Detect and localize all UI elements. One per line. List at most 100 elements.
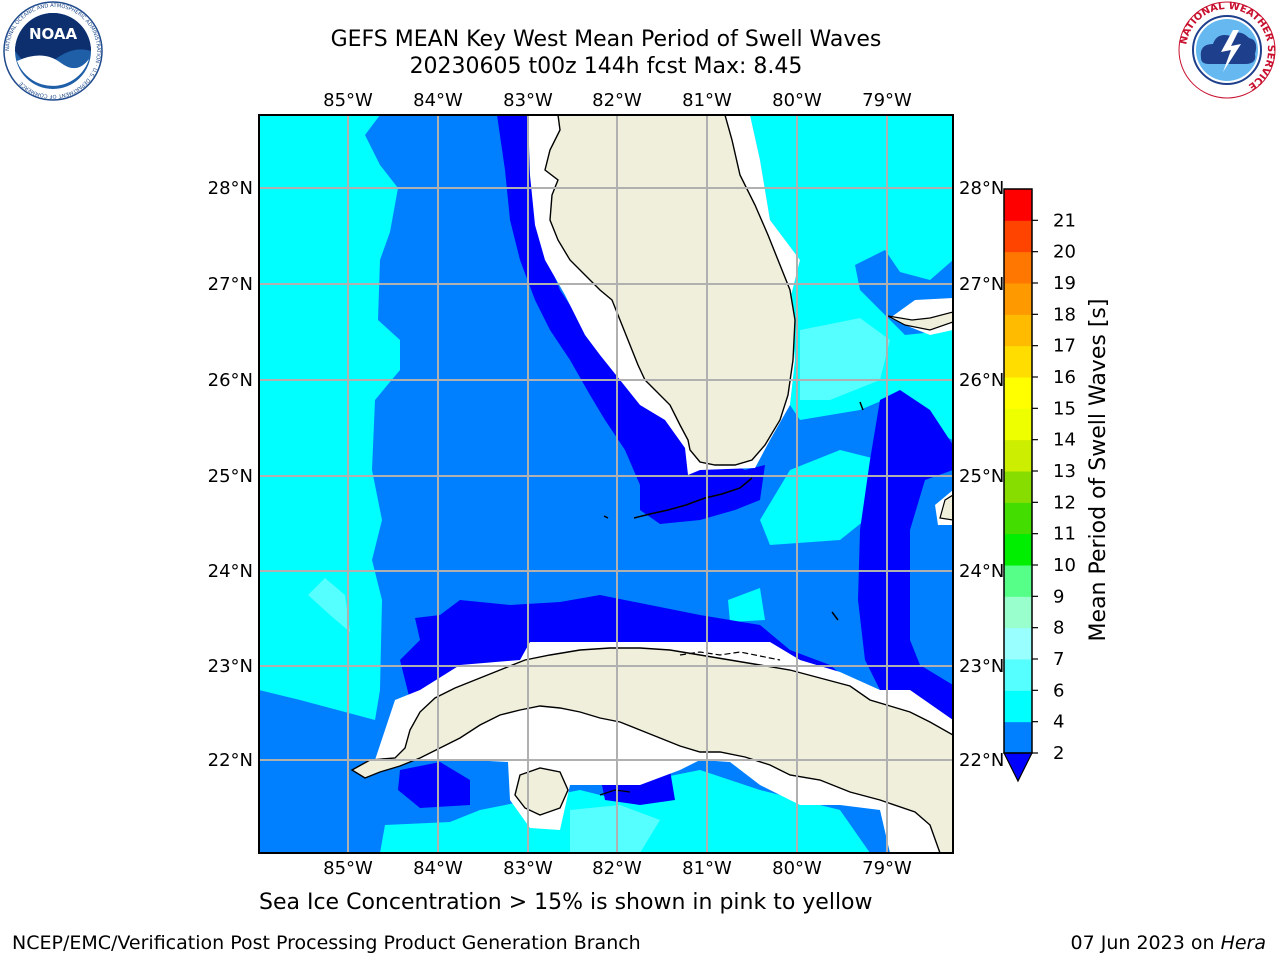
lat-label-right: 24°N <box>959 561 1004 582</box>
footer-date: 07 Jun 2023 on Hera <box>1071 932 1267 954</box>
lon-label-bottom: 79°W <box>862 858 912 879</box>
lat-label-right: 27°N <box>959 274 1004 295</box>
lon-label-top: 81°W <box>682 90 732 111</box>
colorbar-extend-arrow <box>1003 752 1033 783</box>
lat-label-left: 25°N <box>208 466 253 487</box>
colorbar-tick-label: 20 <box>1053 242 1076 263</box>
lon-labels-top: 85°W 84°W 83°W 82°W 81°W 80°W 79°W <box>323 90 912 111</box>
colorbar-swatch <box>1004 596 1032 629</box>
colorbar-tick-label: 10 <box>1053 555 1076 576</box>
colorbar-tick-label: 17 <box>1053 336 1076 357</box>
lon-label-bottom: 82°W <box>592 858 642 879</box>
cuba-south-cays <box>599 789 631 796</box>
sea-ice-note: Sea Ice Concentration > 15% is shown in … <box>259 890 873 915</box>
colorbar-swatch <box>1004 690 1032 723</box>
lat-label-right: 28°N <box>959 178 1004 199</box>
colorbar-swatch <box>1004 377 1032 409</box>
bahamas-islet-1 <box>859 401 864 411</box>
lon-label-top: 85°W <box>323 90 373 111</box>
lat-label-left: 24°N <box>208 561 253 582</box>
field-below-2s-shelf <box>497 115 765 524</box>
colorbar-tick-label: 4 <box>1053 712 1064 733</box>
colorbar-swatch <box>1004 627 1032 660</box>
footer-credit: NCEP/EMC/Verification Post Processing Pr… <box>12 932 641 954</box>
lat-label-left: 23°N <box>208 656 253 677</box>
lon-label-bottom: 81°W <box>682 858 732 879</box>
colorbar-tick-label: 6 <box>1053 680 1064 701</box>
nws-logo: NATIONAL WEATHER SERVICE <box>1178 1 1276 99</box>
lon-label-top: 82°W <box>592 90 642 111</box>
map-frame <box>258 114 954 854</box>
cuba-north-cays <box>679 651 781 661</box>
noaa-logo: NOAA NATIONAL OCEANIC AND ATMOSPHERIC AD… <box>3 1 103 101</box>
lat-label-right: 23°N <box>959 656 1004 677</box>
lon-label-top: 79°W <box>862 90 912 111</box>
lat-label-left: 28°N <box>208 178 253 199</box>
map-subtitle: 20230605 t00z 144h fcst Max: 8.45 <box>409 54 803 79</box>
lon-label-bottom: 85°W <box>323 858 373 879</box>
colorbar-tick-label: 12 <box>1053 492 1076 513</box>
colorbar-tick-label: 18 <box>1053 304 1076 325</box>
lon-label-bottom: 83°W <box>503 858 553 879</box>
colorbar-swatch <box>1004 408 1032 441</box>
lat-labels-right: 28°N 27°N 26°N 25°N 24°N 23°N 22°N <box>959 178 1004 771</box>
field-below-2s-east <box>858 390 953 710</box>
lat-labels-left: 28°N 27°N 26°N 25°N 24°N 23°N 22°N <box>208 178 253 771</box>
colorbar-swatch <box>1004 721 1032 754</box>
lon-label-top: 83°W <box>503 90 553 111</box>
noaa-logo-text: NOAA <box>29 25 78 43</box>
land-bahamas-north <box>887 311 953 331</box>
colorbar-tick-label: 11 <box>1053 524 1076 545</box>
field-below-2s-swcuba <box>398 762 470 808</box>
lat-label-right: 26°N <box>959 370 1004 391</box>
colorbar-swatch <box>1004 533 1032 566</box>
field-4-6s-blob <box>728 588 765 622</box>
colorbar-tick-label: 19 <box>1053 273 1076 294</box>
lat-label-left: 27°N <box>208 274 253 295</box>
lon-label-bottom: 80°W <box>772 858 822 879</box>
land-florida <box>544 115 796 466</box>
swell-period-map: 85°W 84°W 83°W 82°W 81°W 80°W 79°W 85°W 84°W 83°… <box>208 90 1111 879</box>
lon-label-top: 84°W <box>413 90 463 111</box>
field-4-6s-center <box>760 450 880 545</box>
colorbar-swatch <box>1004 565 1032 597</box>
lat-label-right: 25°N <box>959 466 1004 487</box>
colorbar-tick-label: 7 <box>1053 649 1064 670</box>
graticule <box>259 115 953 853</box>
colorbar-label: Mean Period of Swell Waves [s] <box>1086 299 1111 642</box>
colorbar-tick-label: 2 <box>1053 743 1064 764</box>
colorbar-swatch <box>1004 314 1032 347</box>
keys-dot <box>603 515 609 519</box>
colorbar-swatch <box>1004 659 1032 691</box>
colorbar-tick-label: 16 <box>1053 367 1076 388</box>
colorbar-swatch <box>1004 345 1032 378</box>
colorbar-tick-label: 8 <box>1053 618 1064 639</box>
colorbar-tick-label: 21 <box>1053 210 1076 231</box>
colorbar-swatch <box>1004 251 1032 284</box>
colorbar-swatch <box>1004 439 1032 472</box>
lat-label-right: 22°N <box>959 750 1004 771</box>
lon-label-bottom: 84°W <box>413 858 463 879</box>
land-andros <box>939 494 953 521</box>
colorbar-tick-label: 14 <box>1053 430 1076 451</box>
field-6-8s-south <box>570 805 660 853</box>
colorbar-swatch <box>1004 220 1032 253</box>
keys-coastline <box>633 477 753 519</box>
colorbar-tick-label: 15 <box>1053 398 1076 419</box>
colorbar-swatch <box>1004 471 1032 503</box>
colorbar-tick-label: 9 <box>1053 586 1064 607</box>
colorbar: 2 4 6 7 8 9 10 11 12 13 14 15 16 17 18 19 20 21 <box>1003 188 1076 783</box>
footer-date-text: 07 Jun 2023 on <box>1070 932 1215 954</box>
map-title: GEFS MEAN Key West Mean Period of Swell … <box>330 27 882 52</box>
bahamas-islet-2 <box>831 611 839 621</box>
colorbar-swatch <box>1004 502 1032 535</box>
lat-label-left: 22°N <box>208 750 253 771</box>
footer-machine: Hera <box>1220 932 1266 954</box>
field-4-6s-west <box>259 115 400 720</box>
lat-label-left: 26°N <box>208 370 253 391</box>
colorbar-tick-label: 13 <box>1053 461 1076 482</box>
colorbar-swatch <box>1004 189 1032 221</box>
colorbar-swatch <box>1004 283 1032 315</box>
lon-label-top: 80°W <box>772 90 822 111</box>
lon-labels-bottom: 85°W 84°W 83°W 82°W 81°W 80°W 79°W <box>323 858 912 879</box>
